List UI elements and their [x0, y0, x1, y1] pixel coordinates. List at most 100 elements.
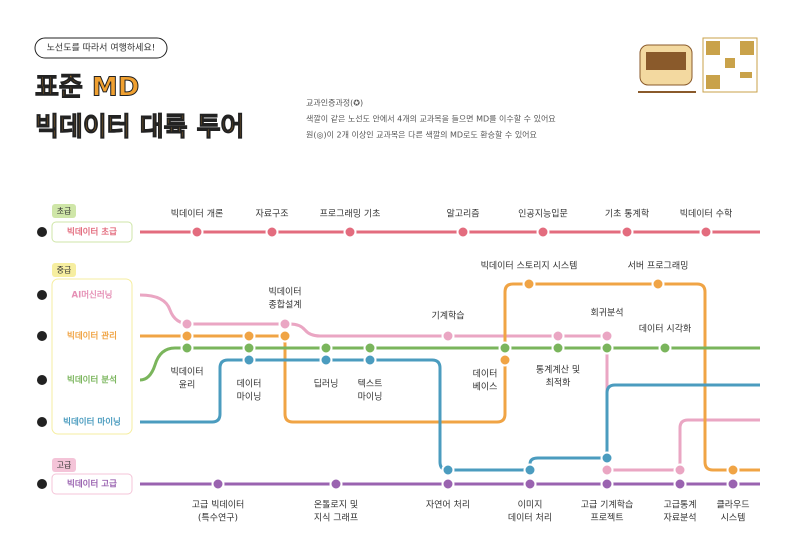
station: [522, 277, 536, 291]
station: [265, 225, 279, 239]
station-label: 알고리즘: [446, 209, 479, 220]
station: [180, 341, 194, 355]
station: [363, 341, 377, 355]
station-label: 빅데이터: [170, 367, 203, 378]
station: [620, 225, 634, 239]
station: [441, 329, 455, 343]
level-tag: [52, 263, 76, 277]
station: [523, 463, 537, 477]
level: 초급: [57, 207, 72, 216]
station-label: 고급 빅데이터: [192, 500, 245, 511]
station-label: 프로젝트: [590, 513, 623, 524]
station: [363, 353, 377, 367]
station-label: 마이닝: [358, 392, 383, 403]
station-label: 이미지: [518, 500, 543, 511]
station: [242, 353, 256, 367]
station-label: 빅데이터 개론: [171, 209, 224, 220]
tagline-pill: [34, 37, 168, 59]
station-label: 베이스: [473, 382, 498, 393]
station: [498, 353, 512, 367]
station: [600, 477, 614, 491]
transfer-icon: [37, 479, 47, 489]
station: [498, 341, 512, 355]
line-box: [51, 221, 133, 243]
station: [651, 277, 665, 291]
line-box: [51, 278, 133, 435]
qr-code: [702, 37, 758, 93]
tagline: 노선도를 따라서 여행하세요!: [47, 42, 156, 54]
station-label: 고급 기계학습: [581, 499, 634, 511]
station: [699, 225, 713, 239]
station-label: (특수연구): [198, 513, 238, 524]
station: [551, 341, 565, 355]
station-label: 최적화: [546, 377, 571, 389]
station: [242, 341, 256, 355]
station: [343, 225, 357, 239]
station: [329, 477, 343, 491]
station-label: 데이터 시각화: [639, 323, 692, 335]
train-illustration: [638, 44, 696, 93]
station: [441, 477, 455, 491]
station-label: 텍스트: [358, 379, 383, 390]
route: [140, 358, 760, 472]
station-label: 윤리: [179, 380, 196, 391]
station: [726, 463, 740, 477]
station-label: 기초 통계학: [605, 208, 649, 220]
station-label: 자연어 처리: [426, 499, 470, 511]
station-label: 자료분석: [663, 513, 696, 524]
transfer-icon: [37, 375, 47, 385]
station: [673, 477, 687, 491]
station: [551, 329, 565, 343]
station-label: 서버 프로그래밍: [628, 261, 689, 272]
station: [536, 225, 550, 239]
note: 교과인증과정(✪): [306, 98, 363, 108]
line-name: AI머신러닝: [71, 290, 112, 301]
station-label: 데이터 처리: [508, 512, 552, 524]
line-name: 빅데이터 초급: [67, 227, 117, 238]
transfer-icon: [37, 417, 47, 427]
station: [319, 353, 333, 367]
station-label: 프로그래밍 기초: [320, 209, 381, 220]
station-label: 시스템: [721, 512, 746, 524]
transfer-icon: [37, 331, 47, 341]
transfer-icon: [37, 290, 47, 300]
station-label: 데이터: [237, 379, 262, 390]
title: 표준 MD: [35, 73, 139, 103]
notes: 교과인증과정(✪) 색깔이 같은 노선도 안에서 4개의 교과목을 들으면 MD…: [306, 98, 556, 140]
station: [278, 317, 292, 331]
station-label: 회귀분석: [590, 308, 623, 319]
note: 색깔이 같은 노선도 안에서 4개의 교과목을 들으면 MD를 이수할 수 있어…: [306, 114, 556, 124]
station-label: 클라우드: [716, 500, 749, 511]
level-tag: [52, 204, 76, 218]
note: 원(◎)이 2개 이상인 교과목은 다른 색깔의 MD로도 환승할 수 있어요: [306, 130, 537, 140]
station-label: 고급통계: [663, 499, 696, 511]
station-label: 빅데이터: [268, 287, 301, 298]
route: [139, 293, 760, 472]
station: [523, 477, 537, 491]
station: [242, 329, 256, 343]
station: [658, 341, 672, 355]
station: [673, 463, 687, 477]
route: [139, 346, 760, 382]
station: [319, 341, 333, 355]
station-label: 자료구조: [255, 209, 288, 220]
line-name: 빅데이터 고급: [67, 479, 117, 490]
level: 고급: [57, 461, 72, 470]
station-label: 온톨로지 및: [314, 499, 358, 511]
station-label: 통계계산 및: [536, 364, 580, 376]
station-label: 빅데이터 스토리지 시스템: [481, 260, 578, 272]
line-box: [51, 473, 133, 495]
title: 빅데이터 대륙 투어: [35, 113, 244, 143]
station-label: 딥러닝: [314, 378, 339, 390]
station-label: 데이터: [473, 369, 498, 380]
station-label: 마이닝: [237, 392, 262, 403]
station-label: 기계학습: [431, 310, 464, 322]
transfer-icon: [37, 227, 47, 237]
level: 중급: [57, 266, 72, 275]
station: [441, 463, 455, 477]
station: [600, 451, 614, 465]
station: [600, 341, 614, 355]
station: [726, 477, 740, 491]
